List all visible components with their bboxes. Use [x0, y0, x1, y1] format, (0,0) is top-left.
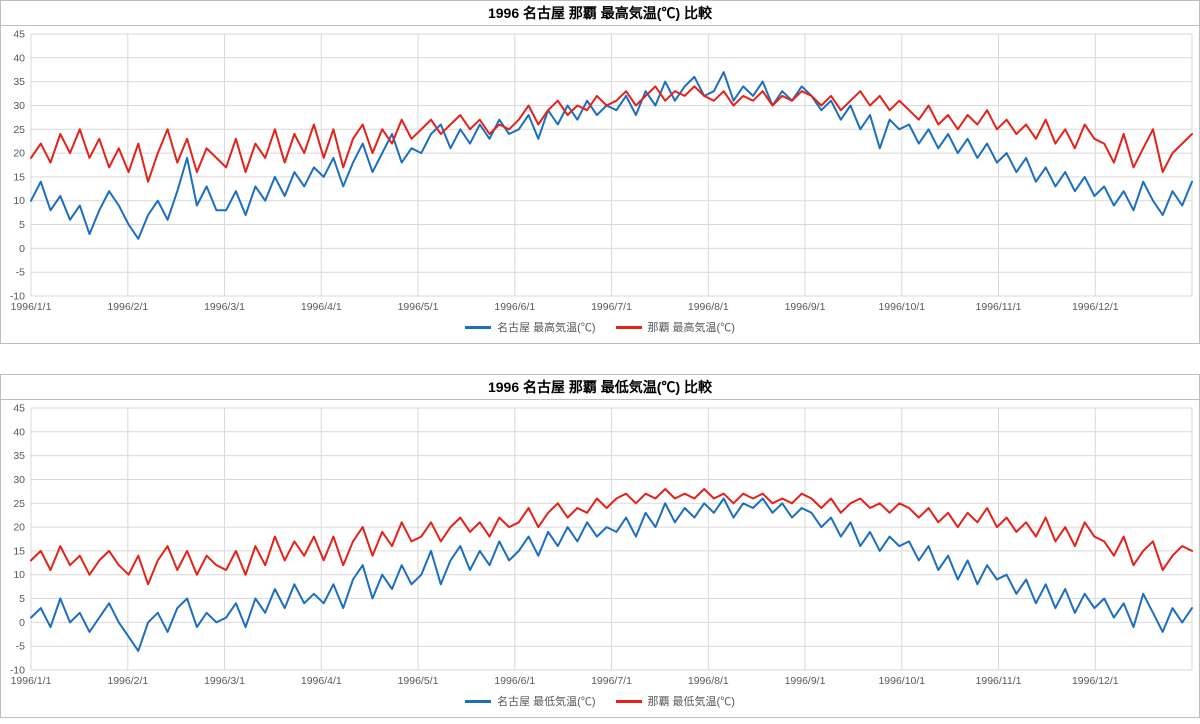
- x-gridlines: [30, 408, 1193, 670]
- svg-text:1996/1/1: 1996/1/1: [11, 301, 52, 313]
- legend-line-marker: [615, 325, 642, 329]
- svg-text:-5: -5: [16, 641, 25, 653]
- legend-line-marker: [465, 325, 492, 329]
- svg-text:1996/7/1: 1996/7/1: [591, 675, 632, 687]
- svg-text:1996/12/1: 1996/12/1: [1072, 301, 1119, 313]
- svg-text:45: 45: [13, 403, 25, 415]
- series-line-0: [30, 497, 1193, 652]
- svg-text:1996/10/1: 1996/10/1: [878, 675, 925, 687]
- max-temp-chart-legend: 名古屋 最高気温(℃) 那覇 最高気温(℃): [1, 316, 1199, 343]
- legend-line-marker: [465, 699, 492, 703]
- svg-text:35: 35: [13, 76, 25, 88]
- svg-text:0: 0: [19, 243, 25, 255]
- min-temp-chart-plot: 45 40 35 30 25 20 15 10 5 0 -5 -10 1996/1/1 1996/2/1 1…: [1, 400, 1199, 690]
- legend-line-marker: [615, 699, 642, 703]
- svg-text:-10: -10: [10, 291, 25, 303]
- svg-text:25: 25: [13, 498, 25, 510]
- svg-text:5: 5: [19, 219, 25, 231]
- legend-item[interactable]: 名古屋 最高気温(℃): [465, 319, 596, 335]
- svg-text:20: 20: [13, 522, 25, 534]
- svg-text:1996/1/1: 1996/1/1: [11, 675, 52, 687]
- svg-text:1996/7/1: 1996/7/1: [591, 301, 632, 313]
- svg-text:20: 20: [13, 148, 25, 160]
- svg-text:15: 15: [13, 171, 25, 183]
- legend-item[interactable]: 那覇 最高気温(℃): [615, 319, 735, 335]
- series-line-0: [30, 71, 1193, 240]
- svg-text:25: 25: [13, 124, 25, 136]
- svg-text:40: 40: [13, 52, 25, 64]
- svg-text:40: 40: [13, 426, 25, 438]
- svg-text:-5: -5: [16, 267, 25, 279]
- series-line-1: [30, 85, 1193, 183]
- svg-text:1996/10/1: 1996/10/1: [878, 301, 925, 313]
- svg-text:1996/6/1: 1996/6/1: [494, 675, 535, 687]
- svg-text:1996/6/1: 1996/6/1: [494, 301, 535, 313]
- svg-text:10: 10: [13, 569, 25, 581]
- svg-text:1996/3/1: 1996/3/1: [204, 301, 245, 313]
- max-temp-chart-panel: 1996 名古屋 那覇 最高気温(℃) 比較 45 40 35 30 25 20 15 10 5…: [0, 0, 1200, 344]
- min-temp-chart-title: 1996 名古屋 那覇 最低気温(℃) 比較: [1, 375, 1199, 400]
- svg-text:1996/11/1: 1996/11/1: [976, 301, 1022, 313]
- series-line-1: [30, 488, 1193, 586]
- svg-text:1996/8/1: 1996/8/1: [688, 675, 729, 687]
- svg-text:1996/3/1: 1996/3/1: [204, 675, 245, 687]
- legend-label: 那覇 最低気温(℃): [647, 696, 735, 708]
- svg-text:30: 30: [13, 474, 25, 486]
- svg-text:5: 5: [19, 593, 25, 605]
- svg-text:0: 0: [19, 617, 25, 629]
- max-temp-chart-plot: 45 40 35 30 25 20 15 10 5 0 -5 -10 1996/1/1 1996/2/1 1…: [1, 26, 1199, 316]
- y-axis-labels: 45 40 35 30 25 20 15 10 5 0 -5 -10: [10, 29, 25, 303]
- legend-label: 名古屋 最高気温(℃): [497, 322, 596, 334]
- legend-item[interactable]: 那覇 最低気温(℃): [615, 693, 735, 709]
- svg-text:1996/8/1: 1996/8/1: [688, 301, 729, 313]
- svg-text:1996/12/1: 1996/12/1: [1072, 675, 1119, 687]
- svg-text:1996/9/1: 1996/9/1: [785, 301, 826, 313]
- svg-text:1996/2/1: 1996/2/1: [107, 675, 148, 687]
- svg-text:10: 10: [13, 195, 25, 207]
- min-temp-chart-panel: 1996 名古屋 那覇 最低気温(℃) 比較 45 40 35 30 25 20 15 10 5…: [0, 374, 1200, 718]
- legend-item[interactable]: 名古屋 最低気温(℃): [465, 693, 596, 709]
- svg-text:1996/2/1: 1996/2/1: [107, 301, 148, 313]
- legend-label: 名古屋 最低気温(℃): [497, 696, 596, 708]
- svg-text:1996/4/1: 1996/4/1: [301, 675, 342, 687]
- svg-text:35: 35: [13, 450, 25, 462]
- min-temp-chart-legend: 名古屋 最低気温(℃) 那覇 最低気温(℃): [1, 690, 1199, 717]
- svg-text:30: 30: [13, 100, 25, 112]
- legend-label: 那覇 最高気温(℃): [647, 322, 735, 334]
- x-axis-labels: 1996/1/1 1996/2/1 1996/3/1 1996/4/1 1996/5/1…: [11, 675, 1119, 687]
- svg-text:1996/9/1: 1996/9/1: [785, 675, 826, 687]
- svg-text:1996/5/1: 1996/5/1: [398, 675, 439, 687]
- max-temp-chart-title: 1996 名古屋 那覇 最高気温(℃) 比較: [1, 1, 1199, 26]
- svg-text:1996/11/1: 1996/11/1: [976, 675, 1022, 687]
- svg-text:1996/4/1: 1996/4/1: [301, 301, 342, 313]
- svg-text:1996/5/1: 1996/5/1: [398, 301, 439, 313]
- x-axis-labels: 1996/1/1 1996/2/1 1996/3/1 1996/4/1 1996/5/1…: [11, 301, 1119, 313]
- x-gridlines: [30, 34, 1193, 296]
- y-axis-labels: 45 40 35 30 25 20 15 10 5 0 -5 -10: [10, 403, 25, 677]
- svg-text:15: 15: [13, 545, 25, 557]
- svg-text:-10: -10: [10, 665, 25, 677]
- svg-text:45: 45: [13, 29, 25, 41]
